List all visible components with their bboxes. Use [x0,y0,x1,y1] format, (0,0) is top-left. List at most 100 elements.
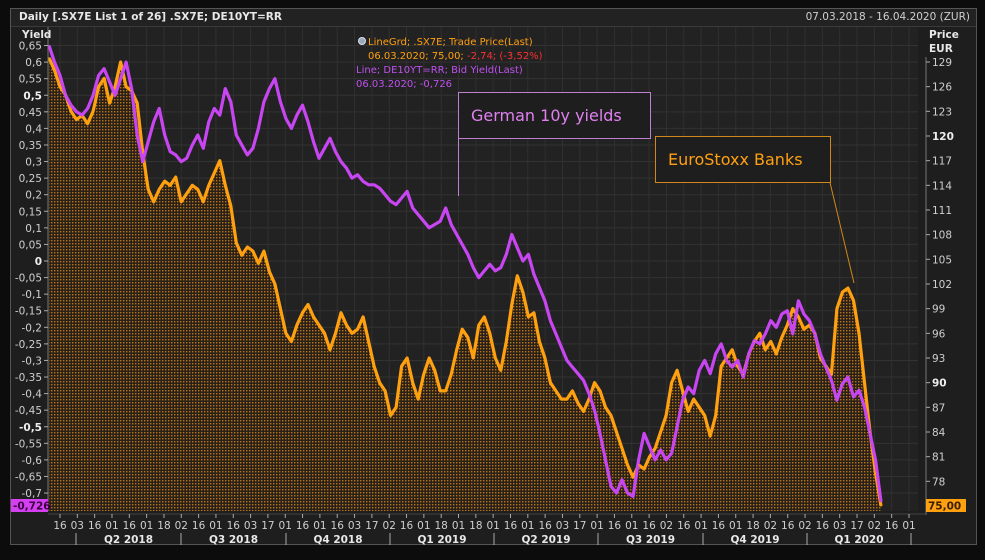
price-point [566,398,568,400]
yield-point [500,267,502,269]
price-point [109,102,111,104]
legend[interactable]: LineGrd; .SX7E; Trade Price(Last) 06.03.… [356,37,543,90]
price-point [841,291,844,293]
price-point [345,324,348,326]
yield-point [390,200,392,202]
x-tick-label: 03 [348,520,361,532]
price-point [759,332,761,334]
price-point [131,90,133,92]
price-point [764,349,766,351]
yield-point [434,223,436,226]
x-axis: 16 03 16 01 16 01 18 02 16 01 16 03 17 01 16 01 16 03 17 02… [48,513,926,546]
date-range[interactable]: 07.03.2018 - 16.04.2020 (ZUR) [805,11,970,23]
x-tick-label: 18 [746,520,759,532]
x-tick-label: 17 [365,520,378,532]
yield-point [279,101,282,103]
yield-point [715,353,717,355]
right-tick-label: 102 [932,279,952,291]
price-point [445,390,447,392]
price-point [153,201,155,203]
yield-point [825,366,827,368]
x-tick-label: 16 [538,520,552,532]
x-tick-label: 02 [868,520,881,532]
left-tick-label: -0,25 [15,339,42,351]
legend-yield-series: Line; DE10YT=RR; Bid Yield(Last) [356,65,523,76]
right-tick-label: 99 [932,304,945,316]
price-point [103,77,105,80]
quarter-label: Q4 2019 [730,534,779,546]
yield-point [48,44,50,47]
yield-point [858,389,860,391]
price-point [180,201,182,203]
yield-point [863,406,866,408]
legend-price-change: -2,74; (-3,52%) [467,51,543,62]
yield-point [610,485,612,488]
x-tick-label: 01 [417,520,430,532]
yield-point [676,426,678,428]
yield-point [748,353,750,355]
price-point [478,324,480,326]
price-point [285,332,287,334]
yield-point [334,151,337,153]
annotation-german-yields[interactable]: German 10y yields [458,92,651,197]
price-point [279,308,282,310]
yield-point [92,94,94,96]
price-point [142,151,144,154]
annotation-eurostoxx-banks[interactable]: EuroStoxx Banks [655,136,855,284]
chart-header: Daily [.SX7E List 1 of 26] .SX7E; DE10YT… [11,9,976,27]
right-tick-label: 81 [932,452,945,464]
price-point [53,69,56,71]
legend-settings-icon[interactable] [358,37,366,45]
price-point [786,324,788,326]
x-tick-label: 16 [816,520,830,532]
price-point [538,340,540,343]
price-point [307,303,309,306]
right-tick-label: 105 [932,254,952,266]
price-point [720,365,722,367]
yield-point [483,270,485,272]
yield-point [841,383,844,385]
price-point [599,390,601,392]
price-point [362,316,364,318]
yield-point [704,359,706,362]
price-point [329,349,331,351]
price-point [70,110,72,112]
left-tick-label: 0 [35,256,42,268]
price-point [241,254,243,256]
yield-point [64,94,67,96]
price-point [423,373,425,376]
yield-point [378,187,381,189]
x-tick-label: 16 [296,520,310,532]
yield-point [235,134,237,136]
price-point [516,275,518,277]
left-tick-label: 0,45 [19,107,42,119]
yield-point [604,459,607,461]
x-tick-label: 03 [833,520,846,532]
x-tick-label: 01 [313,520,326,532]
left-tick-label: 0,65 [19,41,42,53]
price-area [49,57,881,511]
price-point [169,184,171,186]
yield-point [53,61,56,63]
quarter-label: Q1 2019 [417,534,466,546]
yield-point [263,101,265,103]
price-point [698,406,700,408]
price-point [494,357,496,359]
yield-point [830,379,833,381]
yield-point [175,154,177,156]
yield-point [808,320,810,322]
x-tick-label: 01 [902,520,915,532]
x-tick-label: 17 [573,520,586,532]
yield-point [549,320,552,322]
price-point [687,410,689,413]
price-point [654,447,656,450]
price-point [742,373,744,376]
right-tick-label: 126 [932,82,952,94]
left-axis-unit: Yield [21,29,51,41]
yield-point [114,94,116,96]
price-point [825,365,827,367]
price-point [147,188,149,191]
right-tick-label: 129 [932,57,952,69]
price-point [340,312,342,314]
yield-point [637,459,640,461]
